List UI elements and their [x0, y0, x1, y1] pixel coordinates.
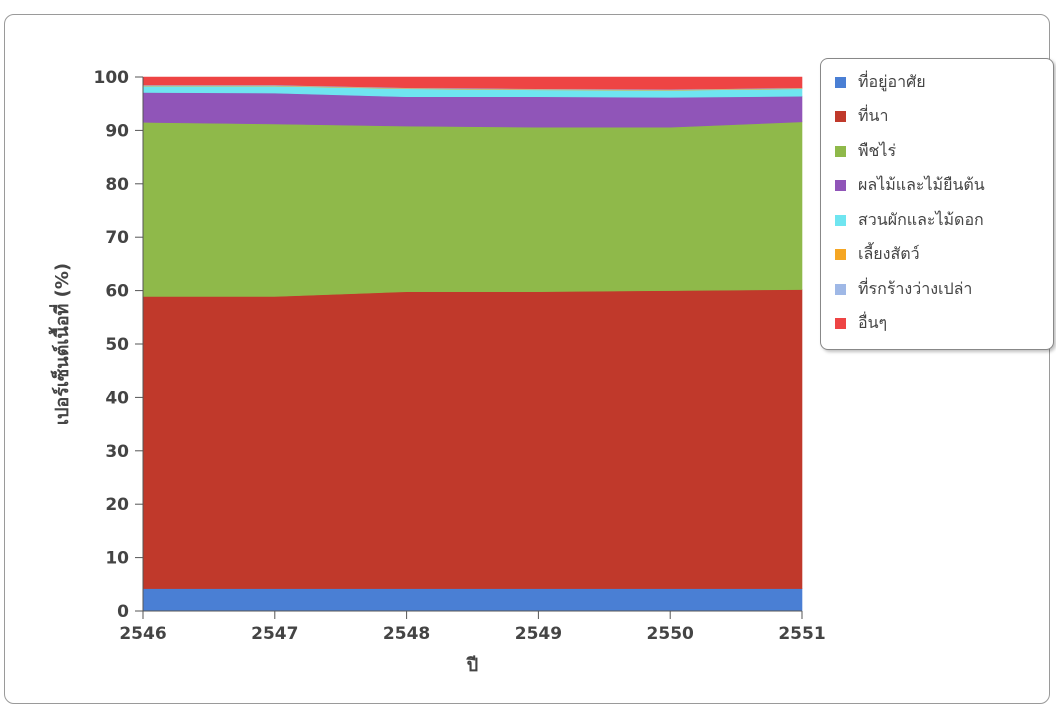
- y-tick-label: 90: [105, 121, 129, 141]
- y-tick-label: 40: [105, 388, 129, 408]
- axes-group: 0 10 20 30 40 50 60 70 80 90 100 2546 2547 2548 2549 25…: [94, 68, 826, 644]
- legend-item[interactable]: ที่รกร้างว่างเปล่า: [835, 272, 1053, 307]
- legend-item[interactable]: ที่นา: [835, 100, 1053, 135]
- area-series[interactable]: [142, 92, 803, 128]
- x-tick-label: 2549: [515, 624, 562, 644]
- legend-item[interactable]: สวนผักและไม้ดอก: [835, 203, 1053, 238]
- x-tick-label: 2547: [251, 624, 298, 644]
- y-tick-label: 0: [117, 602, 129, 622]
- legend-label: อื่นๆ: [858, 313, 888, 333]
- legend-item[interactable]: ที่อยู่อาศัย: [835, 65, 1053, 100]
- legend-label: ที่อยู่อาศัย: [858, 71, 926, 91]
- legend-swatch: [835, 180, 846, 192]
- legend-label: เลี้ยงสัตว์: [858, 244, 920, 264]
- x-tick-label: 2548: [383, 624, 430, 644]
- y-tick-label: 80: [105, 175, 129, 195]
- legend: ที่อยู่อาศัยที่นาพืชไร่ผลไม้และไม้ยืนต้น…: [820, 58, 1054, 350]
- y-tick-label: 50: [105, 335, 129, 355]
- legend-label: พืชไร่: [858, 140, 897, 160]
- legend-swatch: [835, 76, 846, 88]
- legend-swatch: [835, 283, 846, 295]
- area-series[interactable]: [142, 121, 803, 297]
- legend-item[interactable]: อื่นๆ: [835, 307, 1053, 342]
- y-tick-label: 70: [105, 228, 129, 248]
- area-series[interactable]: [142, 588, 803, 612]
- legend-swatch: [835, 111, 846, 123]
- legend-swatch: [835, 214, 846, 226]
- legend-item[interactable]: ผลไม้และไม้ยืนต้น: [835, 169, 1053, 204]
- y-tick-label: 10: [105, 549, 129, 569]
- area-series[interactable]: [142, 76, 803, 90]
- y-tick-label: 60: [105, 282, 129, 302]
- x-tick-label: 2550: [647, 624, 694, 644]
- legend-swatch: [835, 318, 846, 330]
- area-series[interactable]: [142, 289, 803, 589]
- legend-swatch: [835, 145, 846, 157]
- y-tick-label: 20: [105, 495, 129, 515]
- area-series-group: [142, 76, 803, 612]
- legend-label: ผลไม้และไม้ยืนต้น: [858, 175, 985, 195]
- x-tick-label: 2551: [778, 624, 825, 644]
- y-axis-title: เปอร์เซ็นต์เนื้อที่ (%): [48, 263, 73, 425]
- legend-item[interactable]: พืชไร่: [835, 134, 1053, 169]
- y-tick-label: 100: [94, 68, 130, 88]
- legend-label: ที่รกร้างว่างเปล่า: [858, 278, 973, 298]
- chart-panel: [4, 14, 1050, 704]
- legend-label: สวนผักและไม้ดอก: [858, 209, 984, 229]
- x-tick-label: 2546: [119, 624, 166, 644]
- x-axis-title: ปี: [465, 655, 478, 676]
- legend-swatch: [835, 249, 846, 261]
- legend-item[interactable]: เลี้ยงสัตว์: [835, 238, 1053, 273]
- y-tick-label: 30: [105, 442, 129, 462]
- legend-label: ที่นา: [858, 106, 889, 126]
